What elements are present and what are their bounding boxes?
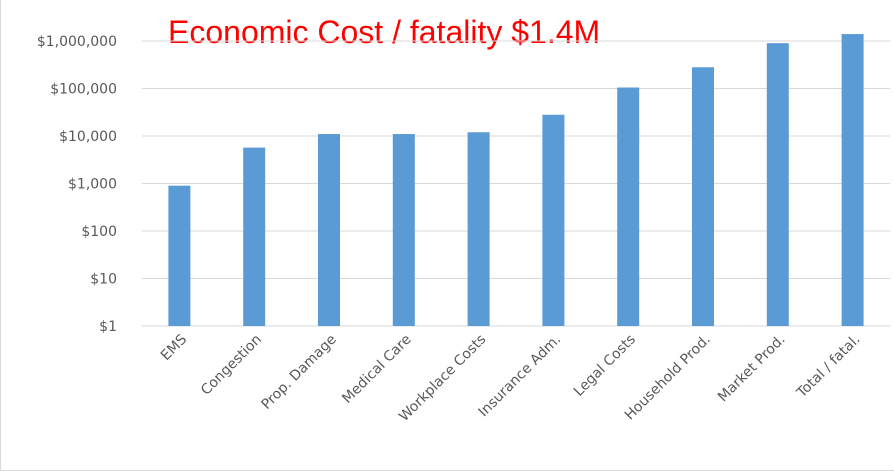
bars	[168, 34, 864, 327]
gridlines	[142, 40, 890, 327]
x-category-label: Legal Costs	[571, 332, 639, 400]
y-tick-label: $1	[99, 319, 117, 335]
y-axis-ticks: $1 $10 $100 $1,000 $10,000 $100,000 $1,000,000	[37, 34, 117, 335]
bar-legal-costs	[617, 87, 640, 327]
x-category-label: Total / fatal.	[793, 332, 863, 402]
bar-household-prod	[692, 67, 714, 326]
y-tick-label: $100	[81, 224, 117, 240]
y-tick-label: $10	[90, 272, 117, 288]
bar-total-fatal	[841, 34, 864, 326]
bar-workplace-costs	[467, 132, 490, 326]
chart-title: Economic Cost / fatality $1.4M	[168, 14, 601, 50]
bar-prop-damage	[318, 134, 340, 326]
bar-congestion	[243, 147, 266, 326]
bar-ems	[168, 185, 191, 326]
y-tick-label: $10,000	[59, 129, 117, 145]
bar-medical-care	[392, 134, 415, 326]
y-tick-label: $1,000	[68, 177, 117, 193]
x-category-label: Insurance Adm.	[476, 332, 565, 421]
x-category-label: Market Prod.	[715, 332, 789, 406]
bar-insurance-adm	[542, 114, 565, 326]
x-category-label: Congestion	[198, 332, 265, 399]
x-category-label: Medical Care	[339, 332, 414, 407]
y-tick-label: $1,000,000	[37, 34, 117, 50]
x-category-label: Prop. Damage	[258, 332, 339, 413]
bar-market-prod	[766, 43, 789, 326]
y-tick-label: $100,000	[50, 82, 117, 98]
x-category-label: EMS	[158, 331, 190, 363]
